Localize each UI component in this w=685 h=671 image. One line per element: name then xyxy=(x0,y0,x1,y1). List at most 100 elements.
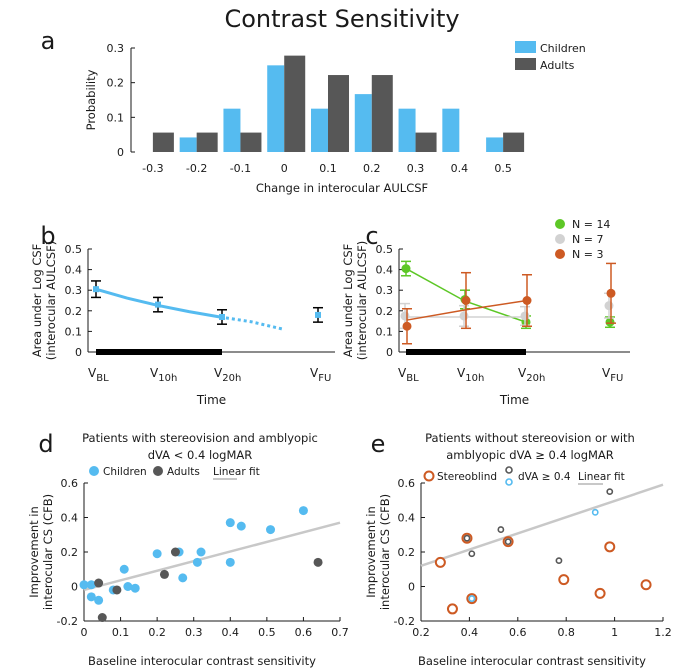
x-tick-label: VFU xyxy=(602,366,623,384)
legend-marker-children xyxy=(89,466,99,476)
x-tick-sub: 10h xyxy=(158,373,177,384)
legend-label-children: Children xyxy=(540,42,586,55)
bar-children xyxy=(223,108,241,152)
x-axis-label: Baseline interocular contrast sensitivit… xyxy=(88,654,316,668)
x-tick-label: -0.1 xyxy=(230,162,251,175)
x-tick-sub: 20h xyxy=(222,373,241,384)
data-point-children xyxy=(86,580,96,590)
chart-title: Patients with stereovision and amblyopic xyxy=(82,431,318,445)
data-point-children xyxy=(192,557,202,567)
panel-d: d-0.200.20.40.60 0.1 0.2 0.3 0.4 0.5 0.6 0.7Pat… xyxy=(27,430,349,668)
bar-adults xyxy=(284,55,306,153)
chart-title: amblyopic dVA ≥ 0.4 logMAR xyxy=(446,448,614,462)
legend-label-adults: Adults xyxy=(167,466,200,478)
y-tick-label: 0.3 xyxy=(376,284,394,297)
y-tick-label: 0.5 xyxy=(65,243,83,256)
panel-a: a -0.3 -0.2 -0.1 0 0.1 0.2 0.3 0.4 0.5 0 0.1 0.2 0.3 C… xyxy=(41,27,586,195)
y-tick-label: 0.2 xyxy=(107,77,125,90)
data-point-children xyxy=(225,518,235,528)
data-point-children xyxy=(123,582,133,591)
x-tick-main: V xyxy=(602,366,611,380)
x-tick-sub: 10h xyxy=(465,373,484,384)
y-tick-label: 0 xyxy=(386,346,393,359)
x-tick-main: V xyxy=(457,366,466,380)
legend-label-orange: N = 3 xyxy=(572,248,603,261)
fit-line-dotted xyxy=(219,315,283,331)
x-tick-label: 0.2 xyxy=(148,626,166,639)
data-point-orange xyxy=(461,296,471,305)
data-point-adults xyxy=(313,557,323,567)
legend-swatch-children xyxy=(515,41,536,53)
legend-label-gray: N = 7 xyxy=(572,233,603,246)
y-tick-label: 0.3 xyxy=(107,42,125,55)
data-point-adults xyxy=(94,578,104,588)
y-tick-label: 0.4 xyxy=(376,264,394,277)
data-point xyxy=(219,313,225,320)
data-point-dva-adult xyxy=(504,538,512,546)
data-point-children xyxy=(178,573,188,583)
legend-label-fit: Linear fit xyxy=(213,466,260,478)
legend-marker-stereoblind xyxy=(423,470,435,482)
x-axis-label: Change in interocular AULCSF xyxy=(256,181,428,195)
panel-letter: c xyxy=(365,222,378,250)
data-point-green xyxy=(605,317,615,327)
x-tick-label: 0.2 xyxy=(412,626,430,639)
chart-title: dVA < 0.4 logMAR xyxy=(148,448,253,462)
x-tick-label: 0.5 xyxy=(258,626,276,639)
x-tick-label: VBL xyxy=(398,366,419,384)
y-tick-label: 0 xyxy=(71,581,78,594)
data-point-adults xyxy=(112,585,122,595)
data-point-stereoblind xyxy=(558,574,570,586)
y-tick-label: 0 xyxy=(408,581,415,594)
y-tick-label: 0.1 xyxy=(376,325,394,338)
legend-marker-green xyxy=(555,219,565,229)
y-axis-label: interocular CS (CFB) xyxy=(378,494,392,610)
y-axis-label: (interocular AULCSF) xyxy=(355,241,369,360)
y-axis-label: Area under Log CSF xyxy=(30,244,44,358)
data-point-children xyxy=(225,557,235,567)
legend-label-dva: dVA ≥ 0.4 xyxy=(518,471,571,483)
x-tick-main: V xyxy=(214,366,223,380)
chart-title: Patients without stereovision or with xyxy=(425,431,635,445)
data-point-stereoblind xyxy=(446,603,458,615)
data-point-gray xyxy=(459,311,469,321)
y-axis-label: Probability xyxy=(84,69,98,130)
y-tick-label: -0.2 xyxy=(394,615,415,628)
bar-children xyxy=(442,108,460,152)
legend-marker-gray xyxy=(555,234,565,244)
x-tick-label: 0.4 xyxy=(451,162,469,175)
data-point-children xyxy=(266,525,276,535)
bar-adults xyxy=(371,75,393,152)
x-tick-label: -0.3 xyxy=(142,162,163,175)
data-point xyxy=(93,286,99,293)
data-point-dva-child xyxy=(468,595,476,602)
y-tick-label: 0 xyxy=(117,146,124,159)
panel-e: e -0.2 0 0.2 0.4 0.6 0.2 0.4 0.6 0.8 1 1.2 Patients … xyxy=(364,430,672,668)
data-point-stereoblind xyxy=(604,541,616,553)
data-point-orange xyxy=(522,296,532,305)
y-tick-label: 0.2 xyxy=(398,546,416,559)
bar-adults xyxy=(196,132,218,152)
x-tick-label: 0.7 xyxy=(331,626,349,639)
panel-letter: b xyxy=(40,222,55,250)
data-point-orange xyxy=(402,321,412,331)
y-tick-label: 0.4 xyxy=(398,512,416,525)
x-tick-label: V20h xyxy=(214,366,241,384)
data-point-children xyxy=(196,547,206,557)
x-tick-label: 0.1 xyxy=(112,626,130,639)
x-tick-main: V xyxy=(150,366,159,380)
data-point-orange xyxy=(606,288,616,298)
data-point-children xyxy=(94,595,104,605)
data-point-dva-adult xyxy=(497,526,505,533)
data-point-gray xyxy=(604,301,614,311)
x-tick-sub: FU xyxy=(318,373,331,384)
x-tick-label: 0.4 xyxy=(461,626,479,639)
legend-label-children: Children xyxy=(103,466,147,478)
data-point-dva-adult xyxy=(606,488,614,496)
data-point-dva-adult xyxy=(463,534,471,542)
data-point-gray xyxy=(520,311,530,321)
y-tick-label: 0.6 xyxy=(61,477,79,490)
y-tick-label: 0.2 xyxy=(61,546,79,559)
x-axis-label: Time xyxy=(196,393,226,407)
